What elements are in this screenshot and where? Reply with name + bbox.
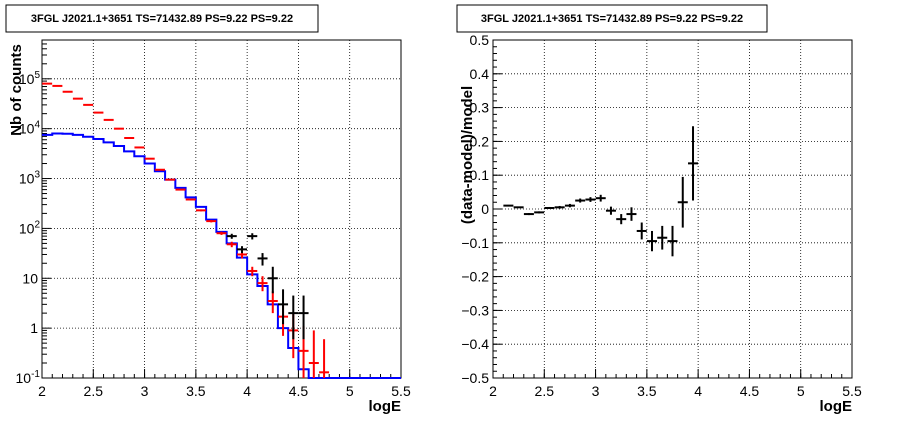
model-histogram-line [42, 134, 401, 378]
y-tick-label: 10-1 [16, 369, 41, 386]
y-tick-label: −0.2 [461, 269, 489, 285]
predicted-point [104, 120, 114, 121]
x-tick-label: 4 [694, 383, 702, 399]
y-tick-label: −0.4 [461, 336, 489, 352]
predicted-point [258, 276, 268, 291]
data-point [524, 213, 534, 215]
data-point [657, 226, 667, 250]
x-axis-label: logE [369, 398, 402, 415]
predicted-point [268, 291, 278, 313]
chart-title: 3FGL J2021.1+3651 TS=71432.89 PS=9.22 PS… [31, 13, 293, 25]
y-tick-label: −0.3 [461, 302, 489, 318]
x-axis: 2 2.5 3 3.5 4 4.5 5 5.5 [38, 40, 411, 399]
y-tick-exponent: 5 [34, 70, 40, 81]
data-point [678, 177, 688, 228]
data-point [606, 207, 616, 215]
x-tick-label: 4.5 [289, 383, 309, 399]
data-point [258, 253, 268, 265]
y-axis-label: Nb of counts [8, 44, 25, 136]
x-tick-label: 3 [141, 383, 149, 399]
x-tick-label: 5 [346, 383, 354, 399]
data-point [237, 246, 247, 253]
predicted-point [124, 138, 134, 139]
data-point [299, 296, 309, 340]
x-axis: 2 2.5 3 3.5 4 4.5 5 5.5 [489, 40, 862, 399]
data-point [596, 195, 606, 202]
data-point [668, 226, 678, 256]
predicted-point [155, 169, 165, 170]
plot-frame [493, 40, 852, 378]
predicted-point [175, 189, 185, 190]
y-tick-label: 10 [22, 270, 38, 286]
predicted-point [309, 330, 319, 378]
x-axis-label: logE [820, 398, 853, 415]
predicted-point [319, 339, 329, 378]
data-point [268, 267, 278, 294]
x-tick-label: 2.5 [535, 383, 555, 399]
data-point [688, 126, 698, 200]
data-point [575, 199, 585, 203]
y-tick-exponent: 2 [34, 219, 40, 230]
plot-area [503, 126, 698, 256]
y-tick-label: 102 [19, 219, 41, 236]
y-tick-label: 0 [481, 201, 489, 217]
data-point [227, 234, 237, 239]
y-tick-exponent: 4 [34, 120, 40, 131]
x-tick-label: 5 [797, 383, 805, 399]
data-point [278, 289, 288, 324]
y-tick-base: 10 [22, 270, 38, 286]
y-tick-label: −0.5 [461, 370, 489, 386]
y-tick-label: 0.5 [470, 32, 490, 48]
plot-area [42, 84, 401, 378]
x-tick-label: 5.5 [391, 383, 411, 399]
y-tick-label: 103 [19, 170, 41, 187]
predicted-point [196, 209, 206, 211]
data-point [534, 211, 544, 213]
data-point [616, 214, 626, 224]
data-point [647, 231, 657, 251]
data-point [585, 197, 595, 202]
plot-frame [42, 40, 401, 378]
y-tick-base: 1 [30, 320, 38, 336]
x-tick-label: 2.5 [84, 383, 104, 399]
y-tick-label: −0.1 [461, 235, 489, 251]
x-tick-label: 2 [38, 383, 46, 399]
predicted-point [186, 199, 196, 201]
x-tick-label: 4 [243, 383, 251, 399]
x-tick-label: 5.5 [842, 383, 862, 399]
data-point [247, 233, 257, 239]
y-tick-label: 0.4 [470, 66, 490, 82]
predicted-point [134, 147, 144, 148]
y-tick-label: 1 [30, 320, 38, 336]
predicted-point [206, 220, 216, 222]
data-point [288, 296, 298, 340]
y-tick-exponent: -1 [31, 369, 40, 380]
y-tick-base: 10 [19, 171, 35, 187]
x-tick-label: 4.5 [740, 383, 760, 399]
x-tick-label: 2 [489, 383, 497, 399]
predicted-point [145, 158, 155, 159]
x-tick-label: 3.5 [186, 383, 206, 399]
y-axis: −0.5−0.4−0.3−0.2−0.100.10.20.30.40.5 [461, 32, 852, 386]
data-point [637, 223, 647, 240]
y-axis-label: (data-model)/model [459, 86, 476, 224]
y-tick-exponent: 3 [34, 170, 40, 181]
predicted-point [165, 179, 175, 180]
chart-title: 3FGL J2021.1+3651 TS=71432.89 PS=9.22 PS… [481, 13, 743, 25]
x-tick-label: 3 [592, 383, 600, 399]
data-point [544, 207, 554, 209]
data-point [565, 204, 575, 207]
data-point [514, 207, 524, 208]
x-tick-label: 3.5 [637, 383, 657, 399]
data-point [555, 206, 565, 209]
y-tick-base: 10 [16, 370, 32, 386]
y-tick-base: 10 [19, 220, 35, 236]
data-point [503, 205, 513, 206]
